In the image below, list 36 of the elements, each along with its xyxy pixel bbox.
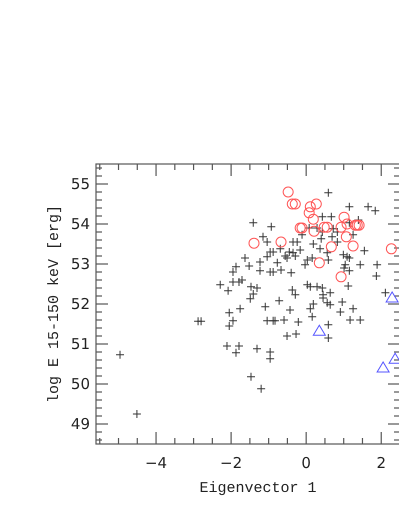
- point: [338, 212, 350, 223]
- point: [304, 207, 315, 218]
- point: [314, 257, 325, 268]
- point: [326, 241, 337, 252]
- point: [376, 362, 390, 372]
- point: [386, 243, 397, 254]
- point: [310, 198, 322, 210]
- point: [248, 238, 260, 249]
- y-tick-label: 51: [70, 335, 90, 353]
- point: [308, 214, 319, 225]
- point: [322, 222, 333, 233]
- point: [340, 231, 352, 242]
- y-tick-label: 54: [70, 215, 90, 233]
- point: [290, 198, 301, 210]
- point: [304, 201, 316, 212]
- point: [386, 292, 399, 302]
- point: [318, 222, 330, 233]
- y-tick-label: 55: [70, 175, 90, 193]
- y-tick-label: 50: [70, 375, 90, 393]
- x-tick-label: 2: [376, 454, 386, 472]
- point: [286, 198, 298, 210]
- x-tick-label: 0: [301, 454, 311, 472]
- x-tick-label: −4: [144, 454, 168, 472]
- y-axis-title: log E 15-150 keV [erg]: [46, 204, 63, 404]
- y-tick-label: 52: [70, 295, 90, 313]
- y-tick-label: 49: [70, 415, 90, 433]
- point: [342, 218, 353, 230]
- x-axis-title: Eigenvector 1: [199, 480, 317, 497]
- point: [312, 324, 326, 336]
- point: [282, 186, 294, 198]
- point: [336, 271, 347, 282]
- point: [336, 222, 347, 233]
- x-tick-label: −2: [220, 454, 242, 472]
- point: [348, 240, 359, 252]
- y-tick-label: 53: [70, 255, 90, 273]
- point: [276, 236, 287, 248]
